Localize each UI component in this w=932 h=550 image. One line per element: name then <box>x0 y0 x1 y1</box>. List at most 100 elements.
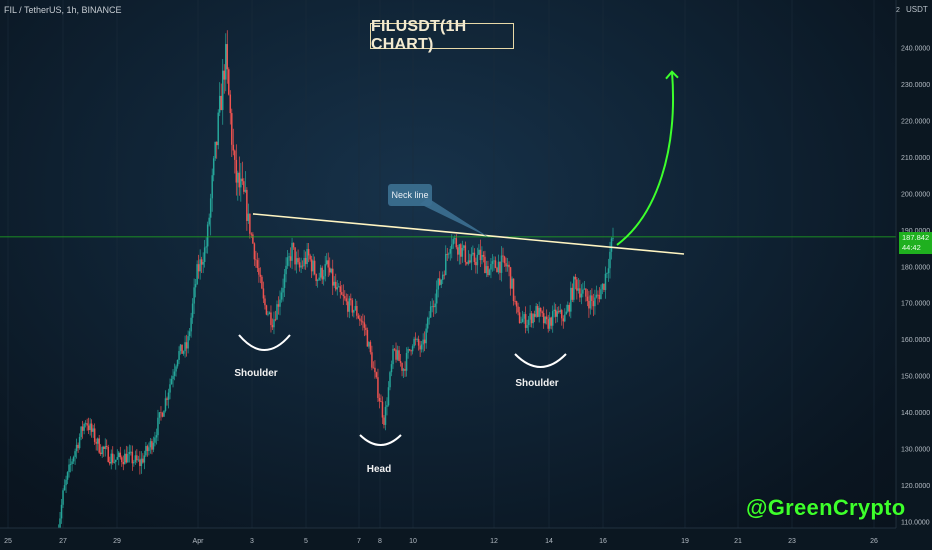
right-shoulder-arc <box>514 353 567 368</box>
candle-body <box>458 244 461 255</box>
candle-body <box>612 238 614 239</box>
candle-body <box>378 397 381 402</box>
price-tick-label: 210.0000 <box>901 155 930 162</box>
candle-body <box>160 412 162 414</box>
candle-body <box>193 287 195 304</box>
target-arrowhead <box>665 70 679 80</box>
price-tick-label: 140.0000 <box>901 410 930 417</box>
candle-body <box>196 264 198 285</box>
candle-body <box>363 322 366 328</box>
candle-body <box>460 244 462 257</box>
time-axis[interactable]: 25 27 29 Apr 3 5 7 8 10 12 14 16 19 21 23 26 <box>0 527 932 550</box>
candle-body <box>190 317 192 332</box>
time-tick-label: 8 <box>378 538 382 545</box>
time-tick-label: 10 <box>409 538 417 545</box>
candle-body <box>130 451 132 453</box>
target-arrow <box>616 71 674 246</box>
candle-body <box>102 447 105 449</box>
candle-body <box>99 452 102 455</box>
candle-body <box>63 485 66 491</box>
left-shoulder-label: Shoulder <box>234 368 277 379</box>
price-axis[interactable]: 110.0000 120.0000 130.0000 140.0000 150.0000… <box>895 0 932 550</box>
candle-body <box>344 296 346 299</box>
candle-body <box>244 189 247 192</box>
candle-body <box>146 446 149 452</box>
candle-body <box>62 490 64 505</box>
candle-body <box>606 273 608 274</box>
neck-line-callout[interactable]: Neck line <box>388 184 490 238</box>
price-tick-label: 180.0000 <box>901 264 930 271</box>
candle-body <box>533 314 536 317</box>
candle-body <box>463 245 465 248</box>
candle-body <box>425 328 427 344</box>
candle-body <box>411 346 414 352</box>
candle-body <box>276 304 278 320</box>
candle-body <box>231 113 233 145</box>
candle-body <box>75 444 78 452</box>
candle-body <box>532 314 534 324</box>
candle-body <box>139 459 141 467</box>
candle-body <box>597 294 599 296</box>
neckline-trendline[interactable] <box>252 213 685 255</box>
candle-body <box>523 314 525 319</box>
candle-body <box>609 251 611 269</box>
candle-body <box>470 254 473 263</box>
candle-body <box>95 441 97 444</box>
candle-body <box>362 321 364 323</box>
candle-body <box>229 94 232 114</box>
candle-body <box>341 292 343 295</box>
candle-body <box>101 447 103 455</box>
candle-body <box>576 279 578 291</box>
candle-body <box>520 322 522 324</box>
candle-body <box>579 288 581 298</box>
candle-body <box>108 461 111 464</box>
candle-body <box>524 314 527 328</box>
candle-body <box>469 260 471 263</box>
candle-body <box>592 301 595 307</box>
candle-body <box>429 306 432 318</box>
candle-body <box>142 458 144 463</box>
candle-body <box>574 276 577 280</box>
left-shoulder-arc <box>238 334 291 351</box>
candle-body <box>133 461 135 464</box>
candle-body <box>598 294 601 300</box>
candle-body <box>145 446 147 456</box>
candle-body <box>98 438 100 453</box>
price-tick-label: 220.0000 <box>901 118 930 125</box>
candle-body <box>478 249 480 255</box>
candle-body <box>292 242 295 248</box>
candle-body <box>580 293 583 298</box>
candle-body <box>316 279 319 282</box>
last-price-tag: 187.842 44:42 <box>899 232 932 254</box>
candle-body <box>559 310 562 313</box>
candle-body <box>312 260 314 272</box>
candle-body <box>577 288 580 291</box>
price-tick-label: 130.0000 <box>901 447 930 454</box>
candle-body <box>301 265 304 267</box>
candle-body <box>155 435 158 438</box>
candle-body <box>365 327 367 331</box>
candle-body <box>511 278 513 289</box>
candle-body <box>601 283 604 290</box>
candle-body <box>476 254 479 266</box>
candle-body <box>240 178 242 188</box>
candle-body <box>414 338 417 340</box>
time-tick-label: 3 <box>250 538 254 545</box>
candle-body <box>500 255 503 273</box>
candle-body <box>443 274 445 276</box>
candle-body <box>588 300 590 309</box>
last-price-value: 187.842 <box>902 233 930 242</box>
candle-body <box>547 319 549 329</box>
neck-line-label: Neck line <box>391 190 428 200</box>
time-tick-label: 12 <box>490 538 498 545</box>
candle-body <box>446 253 449 255</box>
candle-body <box>360 320 363 322</box>
candle-body <box>71 461 73 465</box>
candle-body <box>318 277 320 280</box>
candle-body <box>457 247 459 255</box>
candle-body <box>398 350 400 362</box>
candle-body <box>96 438 99 444</box>
candle-body <box>567 304 569 312</box>
